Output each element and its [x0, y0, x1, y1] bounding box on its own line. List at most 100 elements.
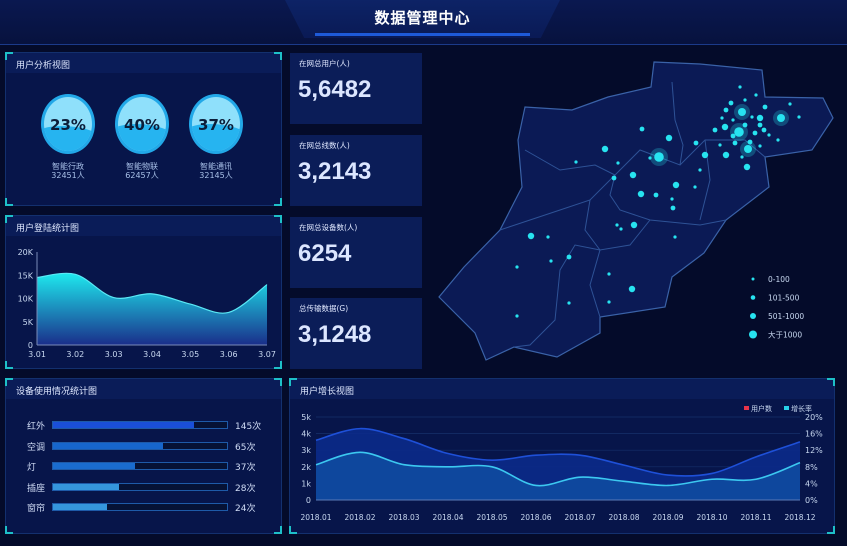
map-dot[interactable]: [607, 300, 611, 304]
map-dot[interactable]: [723, 107, 729, 113]
x-tick-label: 2018.10: [696, 513, 727, 522]
y-right-tick: 4%: [805, 479, 818, 488]
map-dot[interactable]: [712, 127, 718, 133]
map-dot[interactable]: [639, 126, 645, 132]
map-dot[interactable]: [721, 123, 729, 131]
map-dot[interactable]: [738, 85, 742, 89]
map-dot[interactable]: [758, 144, 762, 148]
map-dot[interactable]: [730, 133, 736, 139]
map-dot[interactable]: [728, 100, 734, 106]
map-dot[interactable]: [747, 139, 753, 145]
ring-label: 智能通讯 32145人: [176, 162, 256, 180]
map-dot[interactable]: [619, 227, 623, 231]
map-dot[interactable]: [629, 171, 637, 179]
map-dot[interactable]: [630, 221, 638, 229]
stat-label: 在网总线数(人): [299, 141, 350, 150]
map-dot[interactable]: [628, 285, 636, 293]
map-dot[interactable]: [754, 93, 758, 97]
map-dot[interactable]: [752, 130, 758, 136]
legend-dot: [750, 313, 756, 319]
x-tick-label: 3.02: [66, 350, 84, 359]
map-dot[interactable]: [693, 185, 697, 189]
map-dot[interactable]: [788, 102, 792, 106]
map-dot[interactable]: [615, 223, 619, 227]
stat-label: 在网总用户(人): [299, 59, 350, 68]
map-dot[interactable]: [797, 115, 801, 119]
map-dot[interactable]: [601, 145, 609, 153]
map-dot[interactable]: [761, 127, 767, 133]
map-dot[interactable]: [762, 104, 768, 110]
map-dot[interactable]: [672, 181, 680, 189]
legend-label: 501-1000: [768, 312, 804, 321]
x-tick-label: 3.01: [28, 350, 46, 359]
map-dot[interactable]: [567, 301, 571, 305]
y-tick-label: 5K: [23, 318, 34, 327]
legend-label: 用户数: [751, 404, 772, 413]
map-dot[interactable]: [744, 145, 752, 153]
map-dot[interactable]: [515, 265, 519, 269]
map-dot[interactable]: [776, 138, 780, 142]
map-dot[interactable]: [665, 134, 673, 142]
map-dot[interactable]: [740, 155, 744, 159]
map-dot[interactable]: [654, 152, 664, 162]
device-bar-fill: [53, 422, 194, 428]
map-dot[interactable]: [777, 114, 785, 122]
map-dot[interactable]: [743, 98, 747, 102]
device-value: 28次: [235, 483, 256, 494]
map-dot[interactable]: [731, 118, 735, 122]
device-label: 插座: [27, 483, 46, 494]
y-tick-label: 15K: [18, 271, 34, 280]
map-dot[interactable]: [718, 143, 722, 147]
map-dot[interactable]: [767, 133, 771, 137]
device-label: 红外: [27, 422, 46, 432]
map-dot[interactable]: [738, 108, 746, 116]
map-dot[interactable]: [756, 114, 764, 122]
map-dot[interactable]: [734, 127, 744, 137]
map-dot[interactable]: [742, 122, 748, 128]
legend-label: 101-500: [768, 294, 800, 303]
map-dot[interactable]: [673, 235, 677, 239]
device-label: 灯: [27, 463, 37, 473]
map-dot[interactable]: [527, 232, 535, 240]
map-dot[interactable]: [757, 122, 763, 128]
map-dot[interactable]: [515, 314, 519, 318]
device-bar-fill: [53, 504, 107, 510]
device-bar: [52, 441, 228, 450]
map-dot[interactable]: [546, 235, 550, 239]
map-dot[interactable]: [670, 197, 674, 201]
series-area: [316, 452, 800, 500]
ring-fill: [192, 124, 240, 151]
map-dot[interactable]: [566, 254, 572, 260]
map-dot[interactable]: [670, 205, 676, 211]
login-area-chart: 0 5K 10K 15K 20K 3.01 3.02 3.03 3.04 3.05 3.06 3.07: [18, 248, 276, 359]
map-dot[interactable]: [549, 259, 553, 263]
map-dot[interactable]: [750, 115, 754, 119]
map-dot[interactable]: [722, 151, 730, 159]
x-tick-label: 2018.06: [520, 513, 551, 522]
ring-label: 智能物联 62457人: [102, 162, 182, 180]
map-dot[interactable]: [616, 161, 620, 165]
ring-percent: 37%: [198, 116, 234, 134]
ring-count: 62457人: [125, 171, 159, 180]
title-underline: [315, 33, 530, 36]
map-dot[interactable]: [611, 175, 617, 181]
map-dot[interactable]: [743, 163, 751, 171]
map-dot[interactable]: [732, 140, 738, 146]
x-tick-label: 3.03: [105, 350, 123, 359]
login-line: [36, 272, 268, 314]
map-dot[interactable]: [637, 190, 645, 198]
x-tick-label: 2018.04: [432, 513, 463, 522]
legend-dot: [750, 295, 756, 300]
map-dot[interactable]: [574, 160, 578, 164]
stat-card: 在网总设备数(人) 6254: [290, 217, 422, 288]
map-dot[interactable]: [648, 156, 652, 160]
map-dot[interactable]: [701, 151, 709, 159]
ring-fill: [118, 124, 166, 151]
map-dot[interactable]: [653, 192, 659, 198]
map-dot[interactable]: [720, 116, 724, 120]
map-border: [589, 249, 601, 318]
map-dot[interactable]: [607, 272, 611, 276]
map-dot[interactable]: [693, 140, 699, 146]
legend-label: 大于1000: [768, 330, 802, 340]
map-dot[interactable]: [698, 168, 702, 172]
